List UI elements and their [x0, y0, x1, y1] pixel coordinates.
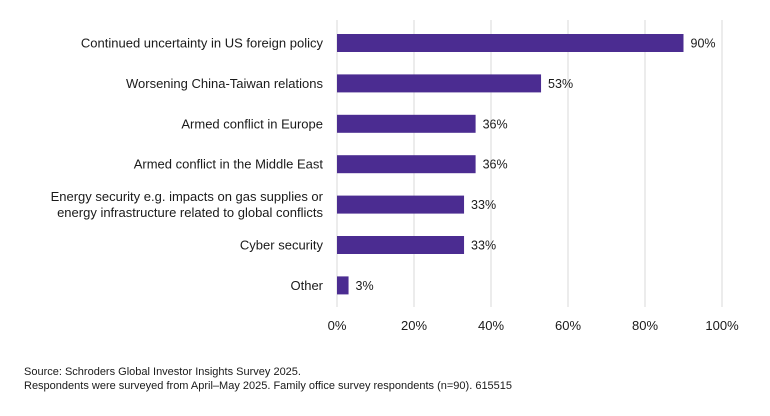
- bar: [337, 155, 476, 174]
- category-label: Armed conflict in Europe: [181, 116, 323, 131]
- category-label: Energy security e.g. impacts on gas supp…: [51, 189, 324, 220]
- category-label: Cyber security: [240, 238, 324, 253]
- survey-note: Respondents were surveyed from April–May…: [24, 380, 513, 392]
- x-tick-label: 100%: [705, 318, 739, 333]
- category-label: Worsening China-Taiwan relations: [126, 76, 324, 91]
- bar-chart: Continued uncertainty in US foreign poli…: [51, 20, 739, 333]
- source-note: Source: Schroders Global Investor Insigh…: [24, 366, 301, 378]
- bar: [337, 195, 465, 214]
- bar: [337, 34, 684, 52]
- category-label: Continued uncertainty in US foreign poli…: [81, 36, 324, 51]
- value-labels: 90% 53% 36% 36% 33% 33% 3%: [356, 37, 716, 293]
- category-label: Armed conflict in the Middle East: [134, 157, 324, 172]
- x-tick-label: 20%: [401, 318, 427, 333]
- category-label: Other: [290, 278, 323, 293]
- grid-lines: [336, 20, 723, 307]
- x-tick-label: 0%: [328, 318, 347, 333]
- value-label: 36%: [483, 117, 508, 131]
- bars: [337, 34, 684, 295]
- value-label: 33%: [471, 198, 496, 212]
- bar: [337, 276, 349, 295]
- value-label: 90%: [691, 37, 716, 51]
- value-label: 3%: [356, 279, 374, 293]
- bar: [337, 236, 465, 254]
- value-label: 53%: [548, 77, 573, 91]
- x-tick-label: 80%: [632, 318, 658, 333]
- bar: [337, 114, 476, 133]
- value-label: 36%: [483, 158, 508, 172]
- category-labels: Continued uncertainty in US foreign poli…: [51, 36, 324, 293]
- x-tick-label: 40%: [478, 318, 504, 333]
- x-axis-tick-labels: 0% 20% 40% 60% 80% 100%: [328, 318, 739, 333]
- bar: [337, 74, 542, 93]
- x-tick-label: 60%: [555, 318, 581, 333]
- value-label: 33%: [471, 239, 496, 253]
